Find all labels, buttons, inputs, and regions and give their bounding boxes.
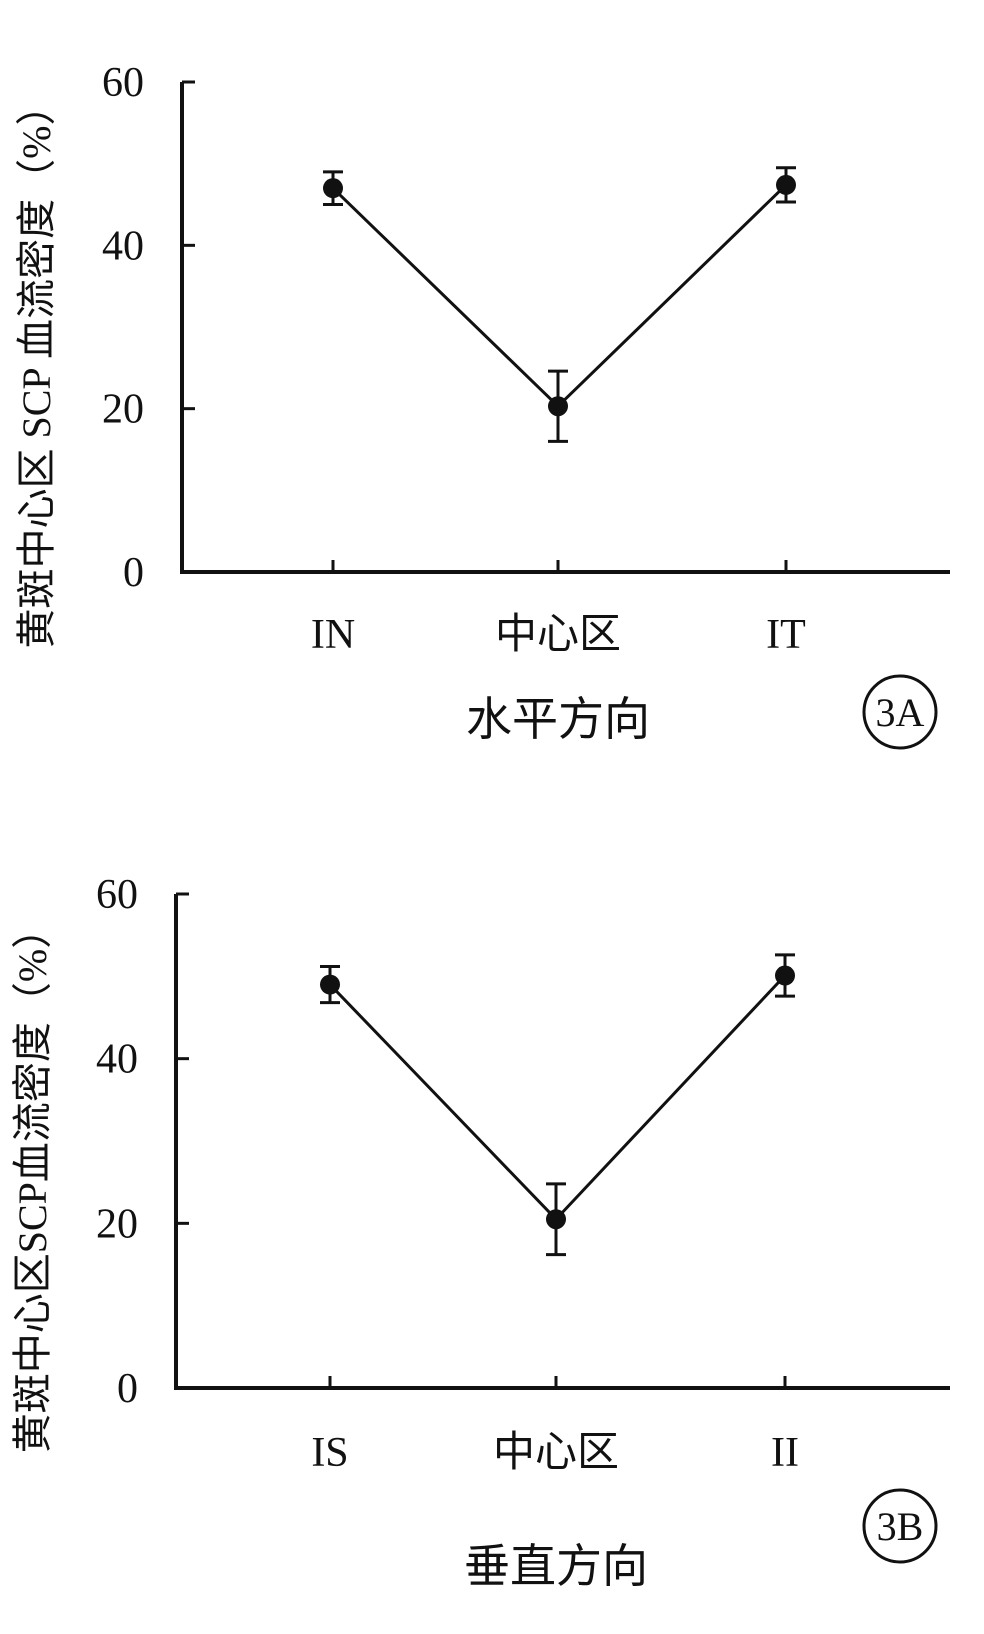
y-tick-label: 20 <box>102 387 144 433</box>
chart-panel-3b: 黄斑中心区SCP血流密度（%） 垂直方向 3B 0 20 40 60 IS 中心区 II <box>10 872 950 1592</box>
y-tick-label: 60 <box>96 872 138 918</box>
panel-label-circle <box>862 1488 938 1564</box>
x-tick-label: IS <box>311 1430 348 1476</box>
x-axis-label: 水平方向 <box>466 694 650 745</box>
panel-label-badge: 3A <box>862 674 938 750</box>
panel-label-circle <box>862 674 938 750</box>
y-tick-label: 60 <box>102 60 144 106</box>
x-tick-label: 中心区 <box>495 612 621 658</box>
data-point <box>548 396 568 417</box>
y-tick-label: 0 <box>117 1366 138 1412</box>
x-axis-label: 垂直方向 <box>464 1541 648 1592</box>
x-tick-label: IN <box>311 612 355 658</box>
y-tick-label: 40 <box>102 223 144 269</box>
y-axis-label: 黄斑中心区 SCP 血流密度（%） <box>14 85 59 648</box>
data-point <box>775 965 795 986</box>
x-tick-label: 中心区 <box>493 1430 619 1476</box>
x-tick-label: II <box>771 1430 799 1476</box>
x-tick-label: IT <box>766 612 806 658</box>
data-point <box>323 178 343 199</box>
y-tick-label: 0 <box>123 550 144 596</box>
data-point <box>546 1209 566 1230</box>
panel-label: 3A <box>876 690 925 735</box>
y-tick-label: 40 <box>96 1037 138 1083</box>
data-point <box>320 974 340 995</box>
chart-panel-3a: 黄斑中心区 SCP 血流密度（%） 水平方向 3A 0 20 40 60 IN 中心区 IT <box>14 60 950 750</box>
panel-label: 3B <box>877 1504 924 1549</box>
y-axis-label: 黄斑中心区SCP血流密度（%） <box>10 909 55 1454</box>
data-point <box>776 174 796 195</box>
y-tick-label: 20 <box>96 1201 138 1247</box>
panel-label-badge: 3B <box>862 1488 938 1564</box>
